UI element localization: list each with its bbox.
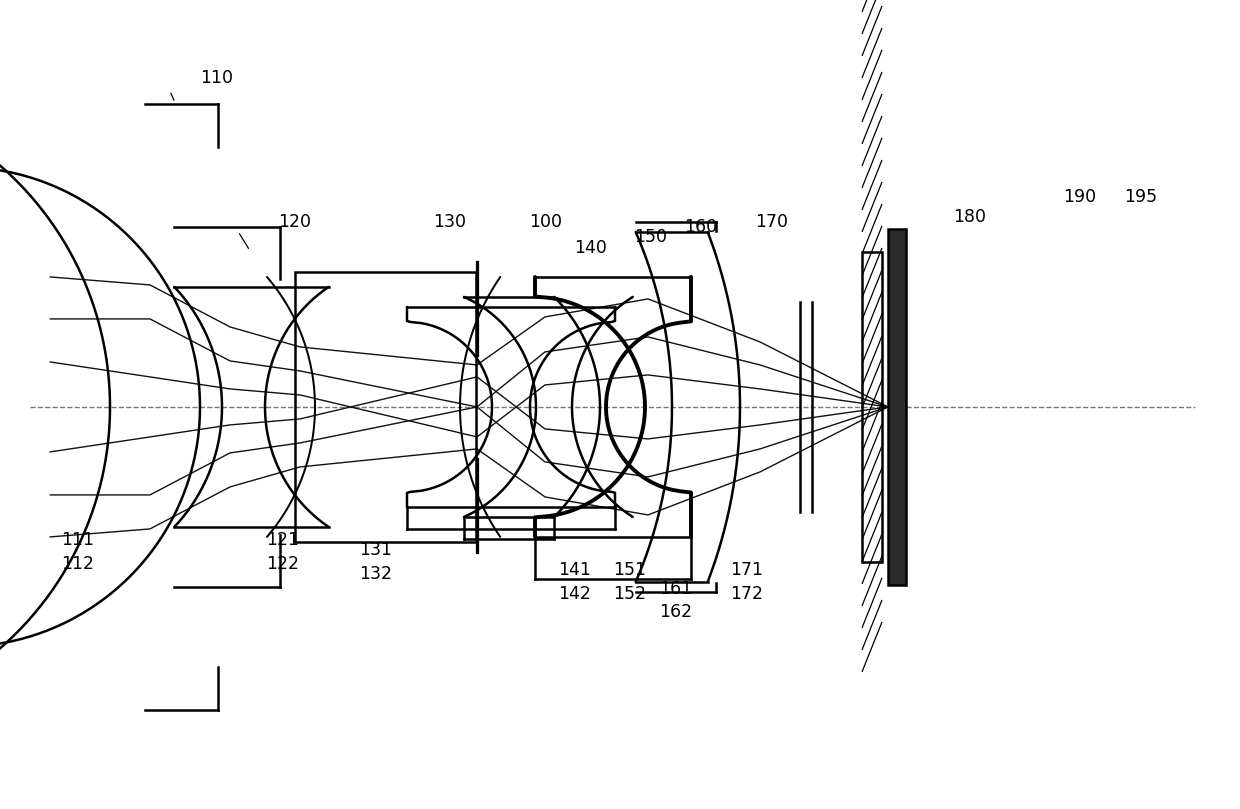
Text: 122: 122: [267, 555, 299, 573]
Text: 161: 161: [660, 580, 692, 598]
Text: 151: 151: [614, 561, 646, 579]
Text: 132: 132: [360, 565, 392, 582]
Text: 120: 120: [279, 213, 311, 231]
Text: 171: 171: [730, 561, 763, 579]
Text: 130: 130: [434, 213, 466, 231]
Text: 110: 110: [201, 69, 233, 87]
Bar: [888, 229, 906, 585]
Text: 152: 152: [614, 585, 646, 603]
Text: 121: 121: [267, 532, 299, 549]
Text: 195: 195: [1125, 188, 1157, 205]
Text: 140: 140: [574, 239, 606, 256]
Bar: [862, 252, 882, 562]
Text: 172: 172: [730, 585, 763, 603]
Text: 190: 190: [1064, 188, 1096, 205]
Text: 150: 150: [635, 228, 667, 246]
Text: 141: 141: [558, 561, 590, 579]
Text: 131: 131: [360, 541, 392, 559]
Text: 142: 142: [558, 585, 590, 603]
Text: 112: 112: [62, 555, 94, 573]
Text: 162: 162: [660, 604, 692, 621]
Text: 100: 100: [529, 213, 562, 231]
Text: 160: 160: [684, 218, 717, 236]
Text: 111: 111: [62, 532, 94, 549]
Text: 180: 180: [954, 208, 986, 226]
Text: 170: 170: [755, 213, 787, 231]
Bar: [295, 272, 476, 542]
